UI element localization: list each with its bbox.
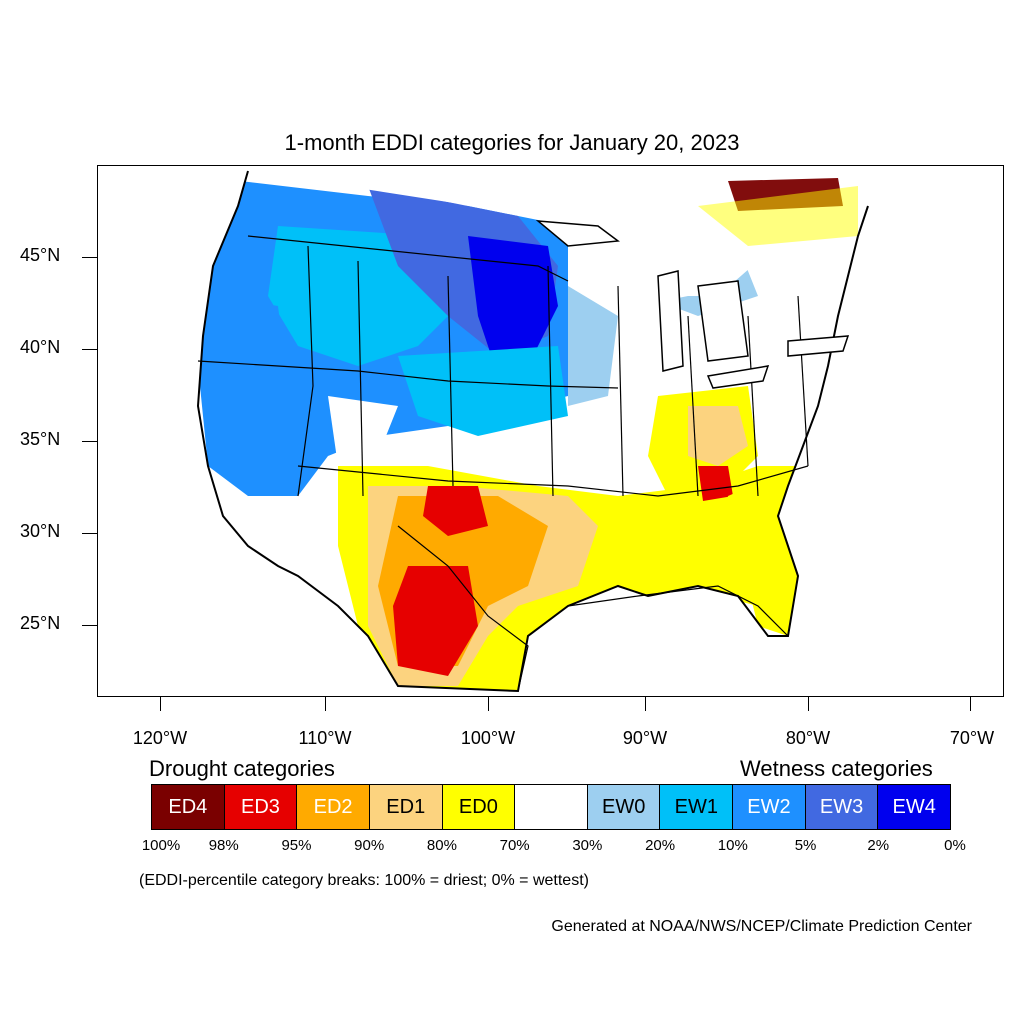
lon-label-100: 100°W [460,728,516,748]
percentile-label: 100% [141,837,181,854]
category-note: (EDDI-percentile category breaks: 100% =… [139,872,589,889]
percentile-label: 98% [208,837,239,854]
map-title: 1-month EDDI categories for January 20, … [284,130,740,155]
percentile-label: 2% [867,837,890,854]
lat-tick [82,533,97,535]
legend-bar: ED4 ED3 ED2 ED1 ED0 EW0 EW1 EW2 EW3 EW4 [151,784,951,830]
legend-cell-neutral [515,785,588,829]
legend-cell-ew3: EW3 [805,785,879,829]
lon-label-90: 90°W [622,728,668,748]
coastline [196,170,869,693]
lon-label-120: 120°W [132,728,188,748]
percentile-label: 20% [645,837,676,854]
percentile-label: 70% [499,837,530,854]
lon-label-70: 70°W [949,728,995,748]
lat-tick [82,441,97,443]
percentile-label: 0% [944,837,966,854]
percentile-label: 95% [281,837,312,854]
legend-cell-ew0: EW0 [587,785,661,829]
percentile-label: 30% [572,837,603,854]
credit-text: Generated at NOAA/NWS/NCEP/Climate Predi… [551,918,972,935]
borders [197,235,809,692]
legend-cell-ew2: EW2 [733,785,806,829]
percentile-label: 80% [426,837,457,854]
legend-cell-ed2: ED2 [297,785,370,829]
lat-tick [82,257,97,259]
percentile-label: 10% [717,837,748,854]
lon-tick [488,697,490,711]
lat-label-40: 40°N [20,337,61,357]
legend-cell-ed1: ED1 [369,785,443,829]
legend-cell-ed0: ED0 [442,785,516,829]
lon-label-110: 110°W [298,728,352,748]
lon-tick [808,697,810,711]
percentile-label: 5% [794,837,817,854]
lat-tick [82,625,97,627]
map-area [97,165,1004,697]
percentile-label: 90% [354,837,385,854]
lon-tick [325,697,327,711]
lat-label-35: 35°N [20,429,61,449]
lat-tick [82,349,97,351]
lat-label-45: 45°N [20,245,61,265]
drought-heading: Drought categories [149,756,335,781]
great-lakes [535,220,850,389]
lon-tick [160,697,162,711]
legend-cell-ew1: EW1 [660,785,734,829]
legend-cell-ew4: EW4 [878,785,951,829]
eddi-map [98,166,1003,693]
lat-label-30: 30°N [20,521,61,541]
lon-tick [970,697,972,711]
legend-cell-ed4: ED4 [152,785,225,829]
legend-cell-ed3: ED3 [224,785,298,829]
lat-label-25: 25°N [20,613,61,633]
lon-tick [645,697,647,711]
wetness-heading: Wetness categories [740,756,933,781]
lon-label-80: 80°W [785,728,831,748]
